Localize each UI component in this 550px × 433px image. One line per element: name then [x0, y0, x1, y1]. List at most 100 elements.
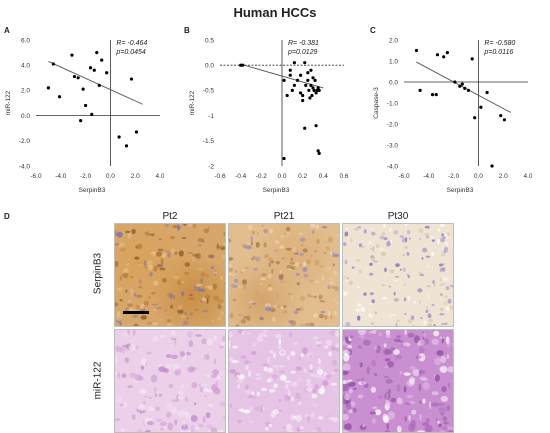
- scatter-plot-b: -0.6 -0.4 -0.2 0.0 0.2 0.4 0.6 -2 -1.5 -1 -0.5 0.0 0…: [189, 37, 349, 194]
- cell-nucleus: [343, 393, 351, 401]
- data-point: [88, 66, 93, 70]
- cell-nucleus: [325, 267, 331, 270]
- cell-nucleus: [359, 362, 363, 368]
- cell-nucleus: [164, 309, 168, 312]
- cell-nucleus: [119, 299, 123, 302]
- cell-nucleus: [436, 420, 441, 424]
- cell-nucleus: [452, 331, 453, 335]
- cell-nucleus: [443, 322, 448, 325]
- cell-nucleus: [311, 393, 318, 399]
- cell-nucleus: [290, 257, 293, 261]
- cell-nucleus: [295, 414, 302, 422]
- cell-nucleus: [440, 395, 448, 402]
- cell-nucleus: [170, 236, 175, 240]
- cell-nucleus: [220, 310, 224, 316]
- cell-nucleus: [444, 233, 448, 238]
- cell-nucleus: [311, 295, 314, 298]
- cell-nucleus: [296, 251, 299, 255]
- cell-nucleus: [409, 377, 415, 385]
- cell-nucleus: [317, 364, 322, 372]
- cell-nucleus: [140, 315, 147, 320]
- cell-nucleus: [201, 297, 207, 302]
- cell-nucleus: [200, 272, 206, 277]
- cell-nucleus: [299, 431, 305, 432]
- cell-nucleus: [444, 295, 448, 298]
- cell-nucleus: [345, 277, 350, 280]
- data-point: [76, 76, 80, 80]
- cell-nucleus: [159, 366, 162, 371]
- cell-nucleus: [304, 322, 311, 326]
- cell-nucleus: [156, 264, 163, 268]
- cell-nucleus: [145, 361, 148, 367]
- cell-nucleus: [268, 274, 272, 279]
- cell-nucleus: [298, 263, 302, 267]
- data-point: [295, 78, 300, 82]
- cell-nucleus: [129, 372, 136, 378]
- cell-nucleus: [182, 325, 184, 326]
- cell-nucleus: [251, 391, 255, 395]
- cell-nucleus: [194, 426, 200, 430]
- cell-nucleus: [167, 422, 174, 431]
- cell-nucleus: [428, 318, 433, 323]
- column-header-pt30: Pt30: [387, 211, 409, 222]
- cell-nucleus: [181, 423, 188, 431]
- cell-nucleus: [371, 322, 374, 325]
- data-point: [316, 149, 320, 153]
- cell-nucleus: [437, 239, 440, 244]
- cell-nucleus: [439, 429, 446, 432]
- cell-nucleus: [422, 398, 426, 404]
- data-point: [445, 51, 449, 55]
- cell-nucleus: [177, 309, 184, 314]
- cell-nucleus: [439, 365, 448, 373]
- cell-nucleus: [440, 307, 444, 312]
- cell-nucleus: [372, 330, 377, 335]
- cell-nucleus: [404, 246, 409, 249]
- cell-nucleus: [359, 337, 362, 340]
- cell-nucleus: [241, 269, 245, 272]
- cell-nucleus: [121, 373, 127, 379]
- cell-nucleus: [427, 323, 433, 326]
- cell-nucleus: [311, 388, 316, 393]
- cell-nucleus: [269, 388, 276, 393]
- cell-nucleus: [433, 330, 440, 337]
- cell-nucleus: [243, 284, 246, 291]
- cell-nucleus: [418, 383, 422, 392]
- histology-image-serpinb3-pt2: [114, 223, 226, 327]
- cell-nucleus: [138, 409, 146, 414]
- cell-nucleus: [231, 360, 239, 363]
- tissue-texture: [229, 224, 339, 326]
- cell-nucleus: [163, 330, 167, 333]
- cell-nucleus: [152, 322, 158, 326]
- data-point: [313, 78, 317, 82]
- column-header-pt21: Pt21: [273, 211, 295, 222]
- cell-nucleus: [245, 267, 250, 269]
- data-point: [311, 86, 315, 90]
- cell-nucleus: [150, 233, 155, 237]
- cell-nucleus: [171, 330, 176, 335]
- y-tick-label: 0.0: [389, 79, 398, 86]
- cell-nucleus: [131, 228, 136, 235]
- cell-nucleus: [322, 379, 329, 387]
- cell-nucleus: [180, 383, 184, 390]
- cell-nucleus: [179, 351, 185, 358]
- cell-nucleus: [446, 285, 450, 291]
- cell-nucleus: [426, 285, 431, 288]
- cell-nucleus: [427, 265, 430, 268]
- cell-nucleus: [174, 251, 178, 255]
- cell-nucleus: [363, 229, 367, 234]
- cell-nucleus: [134, 256, 140, 260]
- cell-nucleus: [246, 242, 252, 245]
- cell-nucleus: [217, 298, 224, 305]
- cell-nucleus: [159, 318, 163, 321]
- cell-nucleus: [419, 376, 427, 380]
- tissue-texture: [229, 330, 339, 432]
- cell-nucleus: [303, 261, 307, 267]
- cell-nucleus: [439, 224, 445, 227]
- cell-nucleus: [384, 349, 393, 355]
- cell-nucleus: [203, 228, 209, 234]
- x-axis-title: SerpinB3: [263, 187, 290, 194]
- cell-nucleus: [286, 226, 291, 232]
- cell-nucleus: [215, 381, 219, 386]
- cell-nucleus: [286, 428, 293, 432]
- cell-nucleus: [284, 380, 291, 383]
